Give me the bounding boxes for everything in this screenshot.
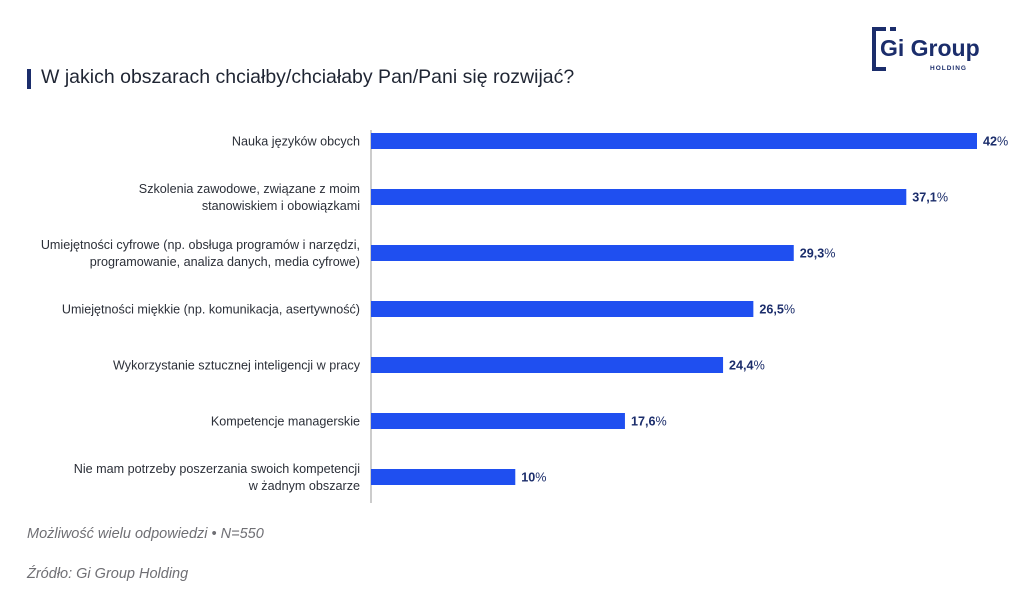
logo-bracket-icon: [872, 27, 886, 71]
category-label-line: programowanie, analiza danych, media cyf…: [90, 255, 360, 269]
value-number: 26,5: [759, 303, 784, 317]
category-label-line: Kompetencje managerskie: [211, 415, 360, 429]
source-note: Źródło: Gi Group Holding: [27, 566, 189, 582]
category-label-line: Wykorzystanie sztucznej inteligencji w p…: [113, 359, 361, 373]
value-unit: %: [997, 135, 1008, 149]
category-label-line: Umiejętności cyfrowe (np. obsługa progra…: [41, 238, 360, 252]
value-label-2: 29,3%: [800, 247, 836, 261]
category-label-6: Nie mam potrzeby poszerzania swoich komp…: [74, 462, 360, 493]
category-label-line: Nie mam potrzeby poszerzania swoich komp…: [74, 462, 360, 476]
category-label-4: Wykorzystanie sztucznej inteligencji w p…: [113, 359, 361, 373]
category-label-1: Szkolenia zawodowe, związane z moim stano…: [139, 182, 360, 213]
value-number: 10: [521, 471, 535, 485]
title-accent-bar: [27, 69, 31, 89]
bar-0: [371, 133, 977, 149]
chart-title: W jakich obszarach chciałby/chciałaby Pa…: [41, 66, 575, 88]
value-number: 24,4: [729, 359, 754, 373]
bar-1: [371, 189, 907, 205]
category-label-line: Nauka języków obcych: [232, 135, 360, 149]
category-label-line: stanowiskiem i obowiązkami: [202, 199, 360, 213]
value-label-0: 42%: [983, 135, 1008, 149]
category-label-line: w żadnym obszarze: [248, 479, 360, 493]
category-label-5: Kompetencje managerskie: [211, 415, 360, 429]
bar-5: [371, 413, 625, 429]
value-label-1: 37,1%: [912, 191, 948, 205]
value-label-6: 10%: [521, 471, 546, 485]
value-label-3: 26,5%: [759, 303, 795, 317]
bar-2: [371, 245, 794, 261]
logo-sub-text: HOLDING: [930, 65, 967, 72]
value-unit: %: [784, 303, 795, 317]
value-unit: %: [754, 359, 765, 373]
category-label-line: Umiejętności miękkie (np. komunikacja, a…: [62, 303, 360, 317]
value-number: 37,1: [912, 191, 937, 205]
value-label-5: 17,6%: [631, 415, 667, 429]
value-unit: %: [535, 471, 546, 485]
category-label-0: Nauka języków obcych: [232, 135, 360, 149]
category-label-3: Umiejętności miękkie (np. komunikacja, a…: [62, 303, 360, 317]
bar-6: [371, 469, 516, 485]
category-label-line: Szkolenia zawodowe, związane z moim: [139, 182, 360, 196]
value-number: 17,6: [631, 415, 656, 429]
footnote-multiple-answers: Możliwość wielu odpowiedzi • N=550: [27, 526, 264, 542]
value-unit: %: [937, 191, 948, 205]
category-label-2: Umiejętności cyfrowe (np. obsługa progra…: [41, 238, 360, 269]
bar-3: [371, 301, 754, 317]
gi-group-logo: Gi Group HOLDING: [872, 27, 980, 72]
bar-4: [371, 357, 724, 373]
value-unit: %: [824, 247, 835, 261]
value-number: 42: [983, 135, 997, 149]
value-label-4: 24,4%: [729, 359, 765, 373]
logo-main-text: Gi Group: [880, 35, 980, 61]
value-number: 29,3: [800, 247, 825, 261]
value-unit: %: [655, 415, 666, 429]
